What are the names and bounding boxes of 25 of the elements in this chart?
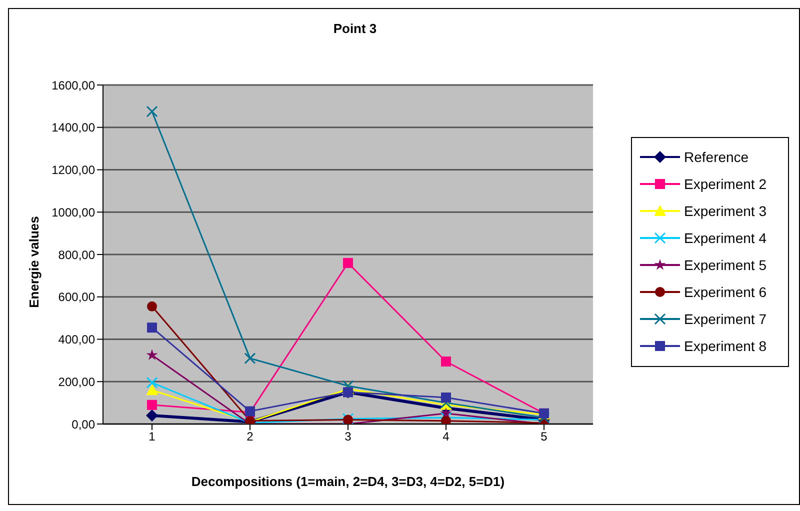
y-tick-label: 1200,00: [52, 163, 96, 178]
y-tick-label: 600,00: [58, 290, 96, 304]
y-tick-label: 400,00: [58, 332, 96, 347]
x-tick-label: 5: [540, 430, 548, 444]
y-tick-label: 0,00: [72, 417, 96, 432]
y-tick-label: 1400,00: [52, 120, 96, 135]
legend-label: Experiment 8: [684, 338, 766, 354]
chart-title: Point 3: [332, 21, 378, 36]
y-tick-label: 1000,00: [52, 205, 96, 220]
legend-label: Experiment 6: [684, 284, 766, 300]
x-tick-label: 1: [148, 430, 156, 444]
legend-label: Experiment 5: [684, 257, 766, 273]
x-tick-label: 4: [442, 430, 450, 444]
y-axis-title: Energie values: [26, 216, 42, 308]
x-tick-label: 2: [246, 430, 254, 444]
legend-label: Experiment 4: [684, 230, 766, 246]
legend-label: Experiment 2: [684, 176, 766, 192]
x-axis-title: Decompositions (1=main, 2=D4, 3=D3, 4=D2, 5=D1): [191, 474, 505, 489]
y-tick-label: 200,00: [58, 374, 96, 389]
y-tick-label: 800,00: [58, 248, 96, 262]
y-tick-label: 1600,00: [52, 78, 96, 92]
legend-label: Experiment 3: [684, 203, 766, 219]
legend-label: Experiment 7: [684, 311, 766, 327]
legend-label: Reference: [684, 149, 749, 165]
x-tick-label: 3: [344, 430, 352, 444]
